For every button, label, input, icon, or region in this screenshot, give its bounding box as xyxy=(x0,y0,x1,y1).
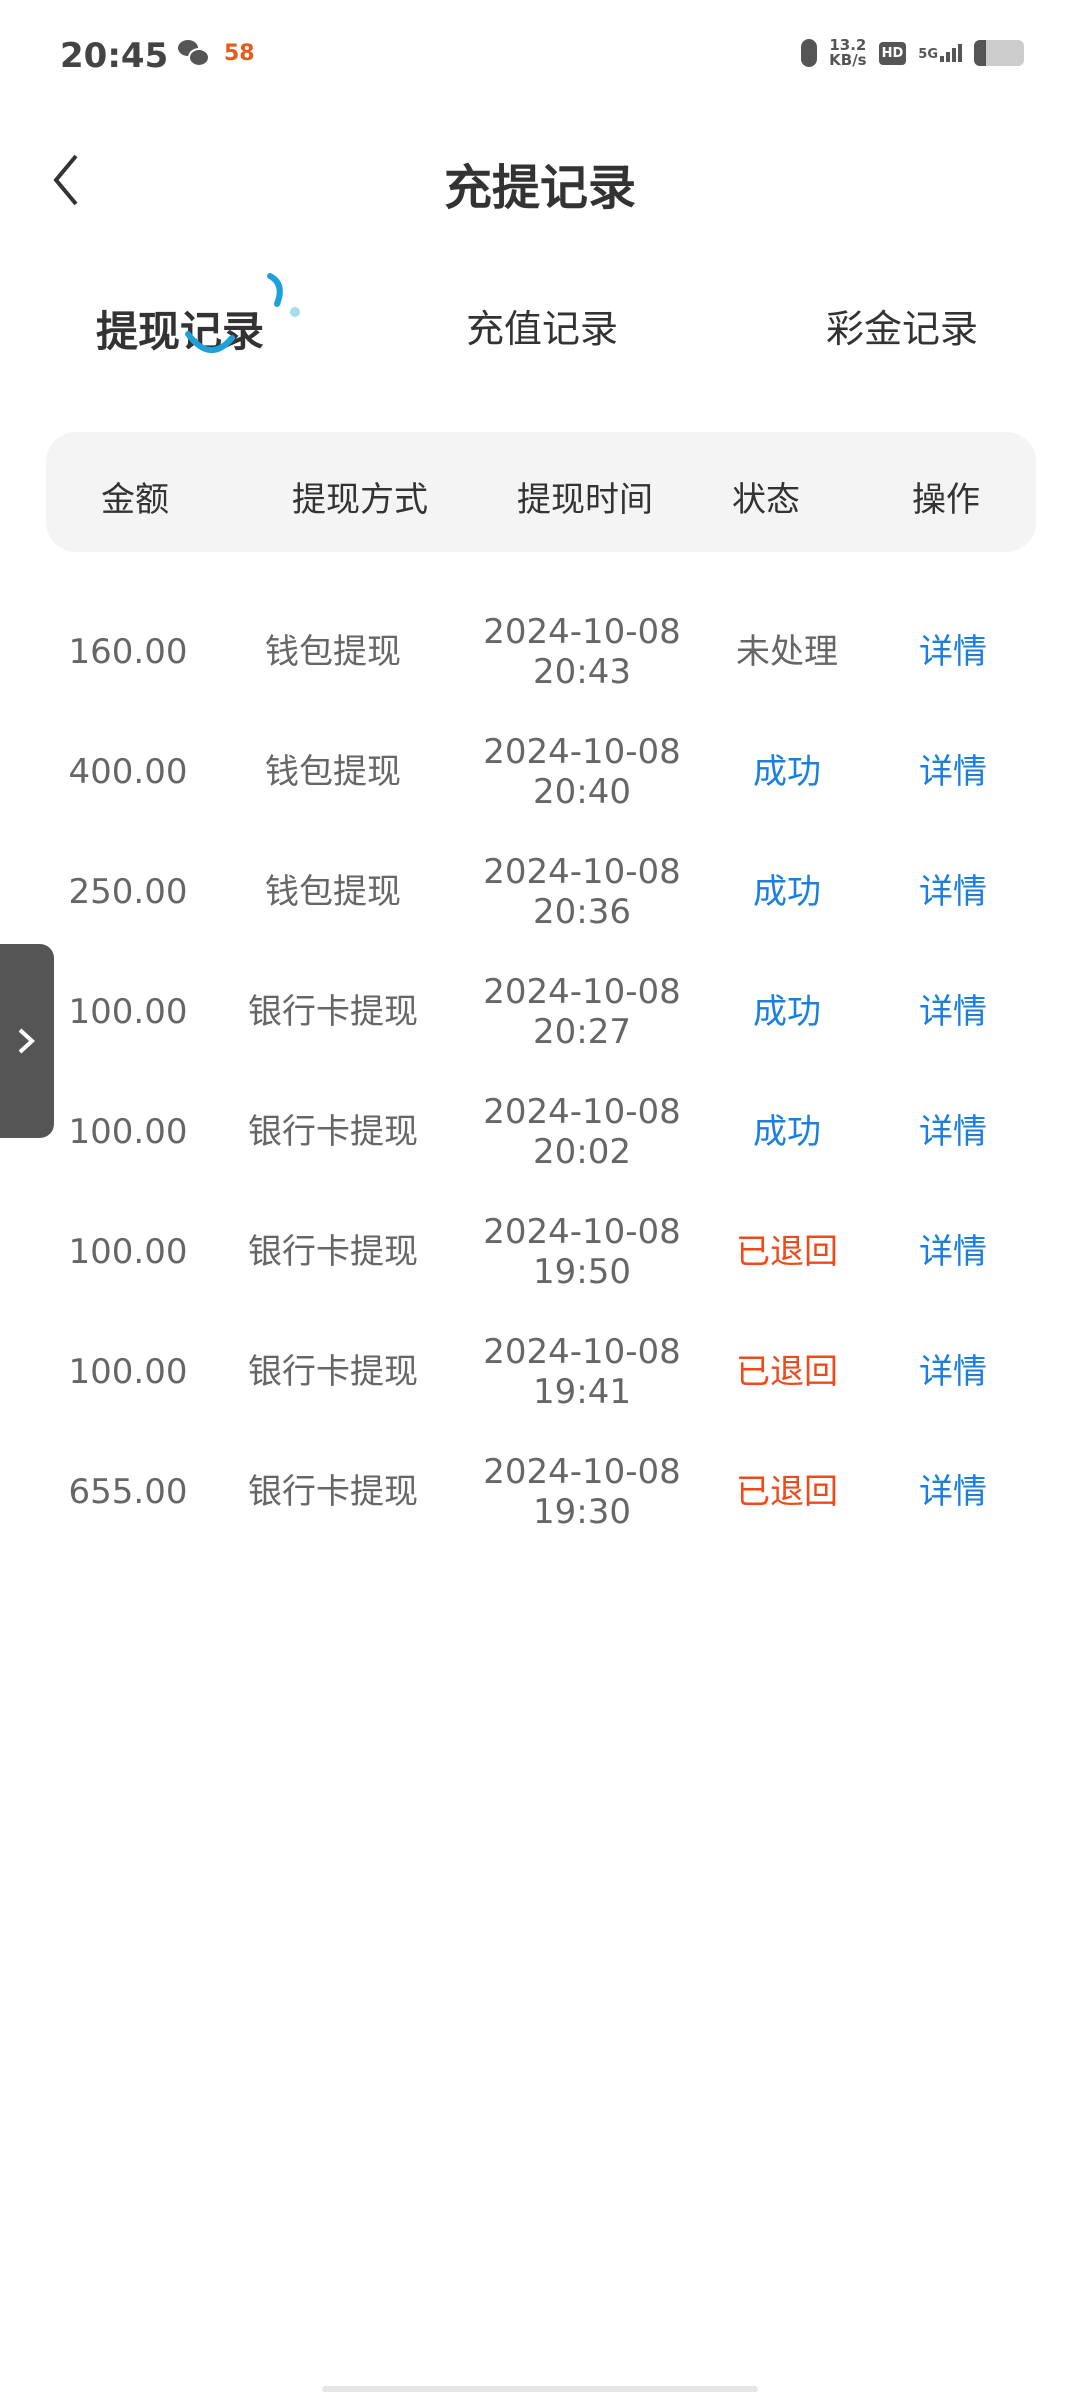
side-drawer-handle[interactable] xyxy=(0,944,54,1138)
battery-icon xyxy=(974,40,1024,66)
status-badge: 已退回 xyxy=(736,1232,838,1272)
active-tab-indicator-icon xyxy=(267,273,300,317)
date: 2024-10-08 xyxy=(483,1332,681,1372)
status-badge: 成功 xyxy=(753,752,821,792)
time: 19:50 xyxy=(533,1252,631,1292)
microphone-icon xyxy=(801,39,818,67)
table-header xyxy=(46,432,1036,552)
status-time: 20:45 xyxy=(60,36,169,76)
column-action: 操作 xyxy=(912,480,980,520)
amount: 160.00 xyxy=(68,632,188,672)
method: 银行卡提现 xyxy=(248,992,418,1032)
network-type: 5G xyxy=(918,47,938,62)
date: 2024-10-08 xyxy=(483,732,681,772)
datetime: 2024-10-08 19:30 xyxy=(483,1452,681,1532)
details-link[interactable]: 详情 xyxy=(919,632,987,672)
amount: 250.00 xyxy=(68,872,188,912)
datetime: 2024-10-08 19:41 xyxy=(483,1332,681,1412)
datetime: 2024-10-08 20:36 xyxy=(483,852,681,932)
table-row: 160.00 钱包提现 2024-10-08 20:43 未处理 详情 xyxy=(0,592,1080,712)
datetime: 2024-10-08 20:40 xyxy=(483,732,681,812)
time: 20:27 xyxy=(533,1012,631,1052)
table-row: 400.00 钱包提现 2024-10-08 20:40 成功 详情 xyxy=(0,712,1080,832)
column-method: 提现方式 xyxy=(292,480,428,520)
details-link[interactable]: 详情 xyxy=(919,992,987,1032)
datetime: 2024-10-08 19:50 xyxy=(483,1212,681,1292)
tab-withdraw-records[interactable]: 提现记录 xyxy=(95,307,264,356)
amount: 655.00 xyxy=(68,1472,188,1512)
table-row: 100.00 银行卡提现 2024-10-08 20:27 成功 详情 xyxy=(0,952,1080,1072)
time: 20:02 xyxy=(533,1132,631,1172)
amount: 100.00 xyxy=(68,992,188,1032)
net-speed-value: 13.2 xyxy=(829,36,867,54)
date: 2024-10-08 xyxy=(483,612,681,652)
datetime: 2024-10-08 20:27 xyxy=(483,972,681,1052)
table-row: 100.00 银行卡提现 2024-10-08 20:02 成功 详情 xyxy=(0,1072,1080,1192)
date: 2024-10-08 xyxy=(483,1452,681,1492)
hd-icon: HD xyxy=(878,41,907,65)
table-row: 250.00 钱包提现 2024-10-08 20:36 成功 详情 xyxy=(0,832,1080,952)
signal-icon: 5G xyxy=(918,44,962,62)
page-title: 充提记录 xyxy=(443,160,636,216)
wechat-icon xyxy=(178,40,210,67)
method: 银行卡提现 xyxy=(248,1352,418,1392)
tab-bonus-records[interactable]: 彩金记录 xyxy=(825,307,978,351)
method: 钱包提现 xyxy=(265,632,401,672)
time: 19:30 xyxy=(533,1492,631,1532)
status-badge: 成功 xyxy=(753,872,821,912)
amount: 100.00 xyxy=(68,1112,188,1152)
status-badge: 已退回 xyxy=(736,1352,838,1392)
details-link[interactable]: 详情 xyxy=(919,1472,987,1512)
method: 银行卡提现 xyxy=(248,1472,418,1512)
amount: 100.00 xyxy=(68,1232,188,1272)
column-amount: 金额 xyxy=(101,480,169,520)
method: 银行卡提现 xyxy=(248,1232,418,1272)
date: 2024-10-08 xyxy=(483,1212,681,1252)
app-58-icon: 58 xyxy=(224,40,255,66)
date: 2024-10-08 xyxy=(483,1092,681,1132)
time: 19:41 xyxy=(533,1372,631,1412)
datetime: 2024-10-08 20:43 xyxy=(483,612,681,692)
column-time: 提现时间 xyxy=(517,480,653,520)
status-badge: 成功 xyxy=(753,992,821,1032)
net-speed: 13.2 KB/s xyxy=(829,38,866,68)
details-link[interactable]: 详情 xyxy=(919,872,987,912)
tab-recharge-records[interactable]: 充值记录 xyxy=(465,307,618,351)
method: 钱包提现 xyxy=(265,752,401,792)
back-button[interactable] xyxy=(48,150,88,210)
table-row: 655.00 银行卡提现 2024-10-08 19:30 已退回 详情 xyxy=(0,1432,1080,1552)
details-link[interactable]: 详情 xyxy=(919,1112,987,1152)
status-badge: 未处理 xyxy=(736,632,838,672)
time: 20:36 xyxy=(533,892,631,932)
details-link[interactable]: 详情 xyxy=(919,752,987,792)
method: 银行卡提现 xyxy=(248,1112,418,1152)
table-row: 100.00 银行卡提现 2024-10-08 19:50 已退回 详情 xyxy=(0,1192,1080,1312)
column-status: 状态 xyxy=(732,480,800,520)
net-speed-unit: KB/s xyxy=(829,51,867,69)
datetime: 2024-10-08 20:02 xyxy=(483,1092,681,1172)
status-badge: 已退回 xyxy=(736,1472,838,1512)
active-tab-underline-icon xyxy=(185,331,235,353)
table-row: 100.00 银行卡提现 2024-10-08 19:41 已退回 详情 xyxy=(0,1312,1080,1432)
home-indicator[interactable] xyxy=(322,2386,758,2392)
status-badge: 成功 xyxy=(753,1112,821,1152)
time: 20:40 xyxy=(533,772,631,812)
date: 2024-10-08 xyxy=(483,852,681,892)
details-link[interactable]: 详情 xyxy=(919,1232,987,1272)
details-link[interactable]: 详情 xyxy=(919,1352,987,1392)
date: 2024-10-08 xyxy=(483,972,681,1012)
amount: 100.00 xyxy=(68,1352,188,1392)
time: 20:43 xyxy=(533,652,631,692)
amount: 400.00 xyxy=(68,752,188,792)
method: 钱包提现 xyxy=(265,872,401,912)
chevron-right-icon xyxy=(18,1028,35,1054)
